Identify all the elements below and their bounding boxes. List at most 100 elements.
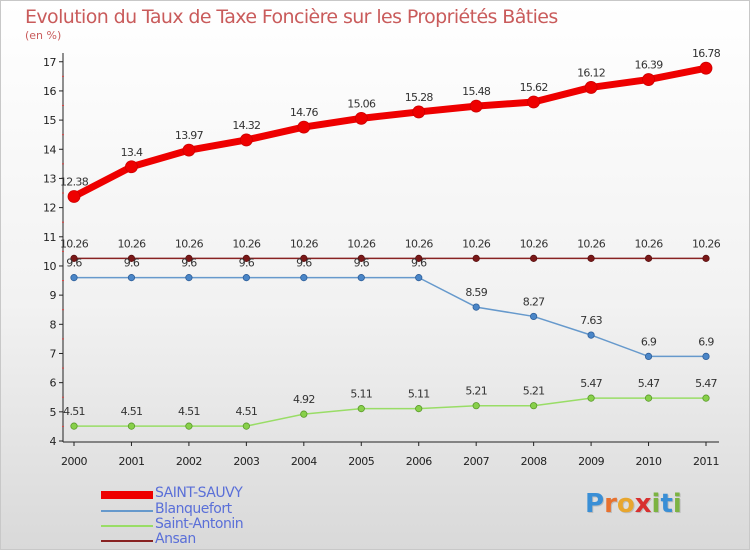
data-label: 5.21	[465, 385, 487, 398]
data-label: 9.6	[239, 257, 255, 270]
data-label: 13.4	[121, 146, 143, 159]
data-point	[702, 352, 710, 360]
x-tick-label: 2007	[463, 455, 489, 468]
data-label: 12.38	[60, 176, 89, 189]
data-label: 15.28	[405, 91, 434, 104]
data-point	[67, 190, 81, 203]
y-tick-label: 4	[50, 435, 57, 448]
data-point	[472, 303, 480, 311]
data-label: 5.47	[580, 377, 602, 390]
data-point	[357, 274, 365, 282]
x-tick-label: 2011	[693, 455, 719, 468]
data-label: 15.62	[520, 81, 548, 94]
data-point	[70, 274, 78, 282]
data-label: 9.6	[66, 257, 82, 270]
data-point	[644, 394, 653, 402]
data-point	[300, 254, 308, 262]
data-point	[242, 274, 250, 282]
data-label: 9.6	[354, 257, 370, 270]
data-point	[415, 405, 423, 413]
logo-letter: t	[660, 489, 673, 519]
legend-swatch	[101, 525, 153, 527]
x-tick-label: 2000	[61, 455, 87, 468]
y-tick-label: 6	[50, 377, 57, 390]
data-label: 6.9	[641, 335, 657, 348]
y-tick-label: 8	[50, 318, 57, 331]
data-point	[644, 352, 653, 360]
data-point	[644, 254, 653, 262]
data-label: 7.63	[580, 314, 602, 327]
data-point	[587, 394, 595, 402]
series-line-0	[70, 64, 710, 201]
data-label: 10.26	[347, 237, 376, 250]
data-label: 8.59	[465, 286, 487, 299]
data-point	[127, 422, 136, 430]
data-label: 4.92	[293, 393, 315, 406]
data-point	[297, 120, 311, 134]
data-label: 4.51	[121, 405, 143, 418]
data-point	[472, 254, 480, 262]
data-label: 5.47	[695, 377, 717, 390]
data-point	[584, 81, 598, 94]
data-label: 4.51	[178, 405, 200, 418]
y-tick-label: 13	[43, 172, 56, 185]
data-label: 10.26	[232, 237, 261, 250]
data-label: 6.9	[698, 335, 714, 348]
data-point	[300, 410, 308, 418]
data-point	[357, 254, 365, 262]
data-point	[185, 254, 193, 262]
data-label: 10.26	[577, 237, 606, 250]
x-tick-label: 2004	[291, 455, 317, 468]
logo-letter: r	[604, 489, 617, 519]
data-label: 8.27	[523, 295, 545, 308]
legend-label: Blanquefort	[155, 501, 232, 517]
legend-swatch	[101, 510, 153, 512]
y-tick-label: 7	[50, 347, 57, 360]
data-point	[412, 105, 426, 119]
y-tick-label: 16	[43, 85, 56, 98]
series-line-1	[73, 276, 707, 358]
data-point	[300, 274, 308, 282]
y-tick-label: 12	[43, 202, 56, 215]
series-line-2	[73, 397, 707, 427]
data-label: 5.21	[523, 385, 545, 398]
data-label: 10.26	[60, 237, 89, 250]
data-point	[587, 254, 595, 262]
data-point	[530, 254, 538, 262]
data-label: 13.97	[175, 129, 204, 142]
y-axis-unit-label: (en %)	[25, 29, 62, 42]
legend-label: Ansan	[155, 531, 196, 547]
data-point	[357, 405, 365, 413]
data-label: 4.51	[63, 405, 85, 418]
data-point	[527, 95, 541, 109]
y-tick-label: 5	[50, 406, 57, 419]
data-label: 16.78	[692, 47, 721, 60]
data-point	[354, 111, 368, 125]
data-point	[127, 274, 136, 282]
data-point	[70, 422, 78, 430]
legend-swatch	[101, 540, 153, 542]
y-tick-label: 17	[43, 56, 56, 69]
y-tick-label: 11	[43, 231, 56, 244]
data-label: 15.06	[347, 97, 376, 110]
data-label: 10.26	[635, 237, 664, 250]
data-label: 14.32	[232, 119, 260, 132]
y-tick-label: 14	[43, 143, 56, 156]
data-point	[185, 274, 193, 282]
proxiti-logo: Proxiti	[585, 489, 682, 519]
data-label: 9.6	[411, 257, 427, 270]
data-label: 5.11	[408, 388, 430, 401]
data-point	[125, 160, 138, 174]
data-label: 10.26	[520, 237, 549, 250]
data-label: 9.6	[181, 257, 197, 270]
data-label: 4.51	[236, 405, 258, 418]
legend-label: Saint-Antonin	[155, 516, 244, 532]
data-point	[472, 402, 480, 410]
data-point	[702, 394, 710, 402]
data-point	[415, 274, 423, 282]
data-point	[70, 254, 78, 262]
data-point	[127, 254, 136, 262]
data-label: 10.26	[175, 237, 204, 250]
legend-swatch	[101, 491, 153, 499]
